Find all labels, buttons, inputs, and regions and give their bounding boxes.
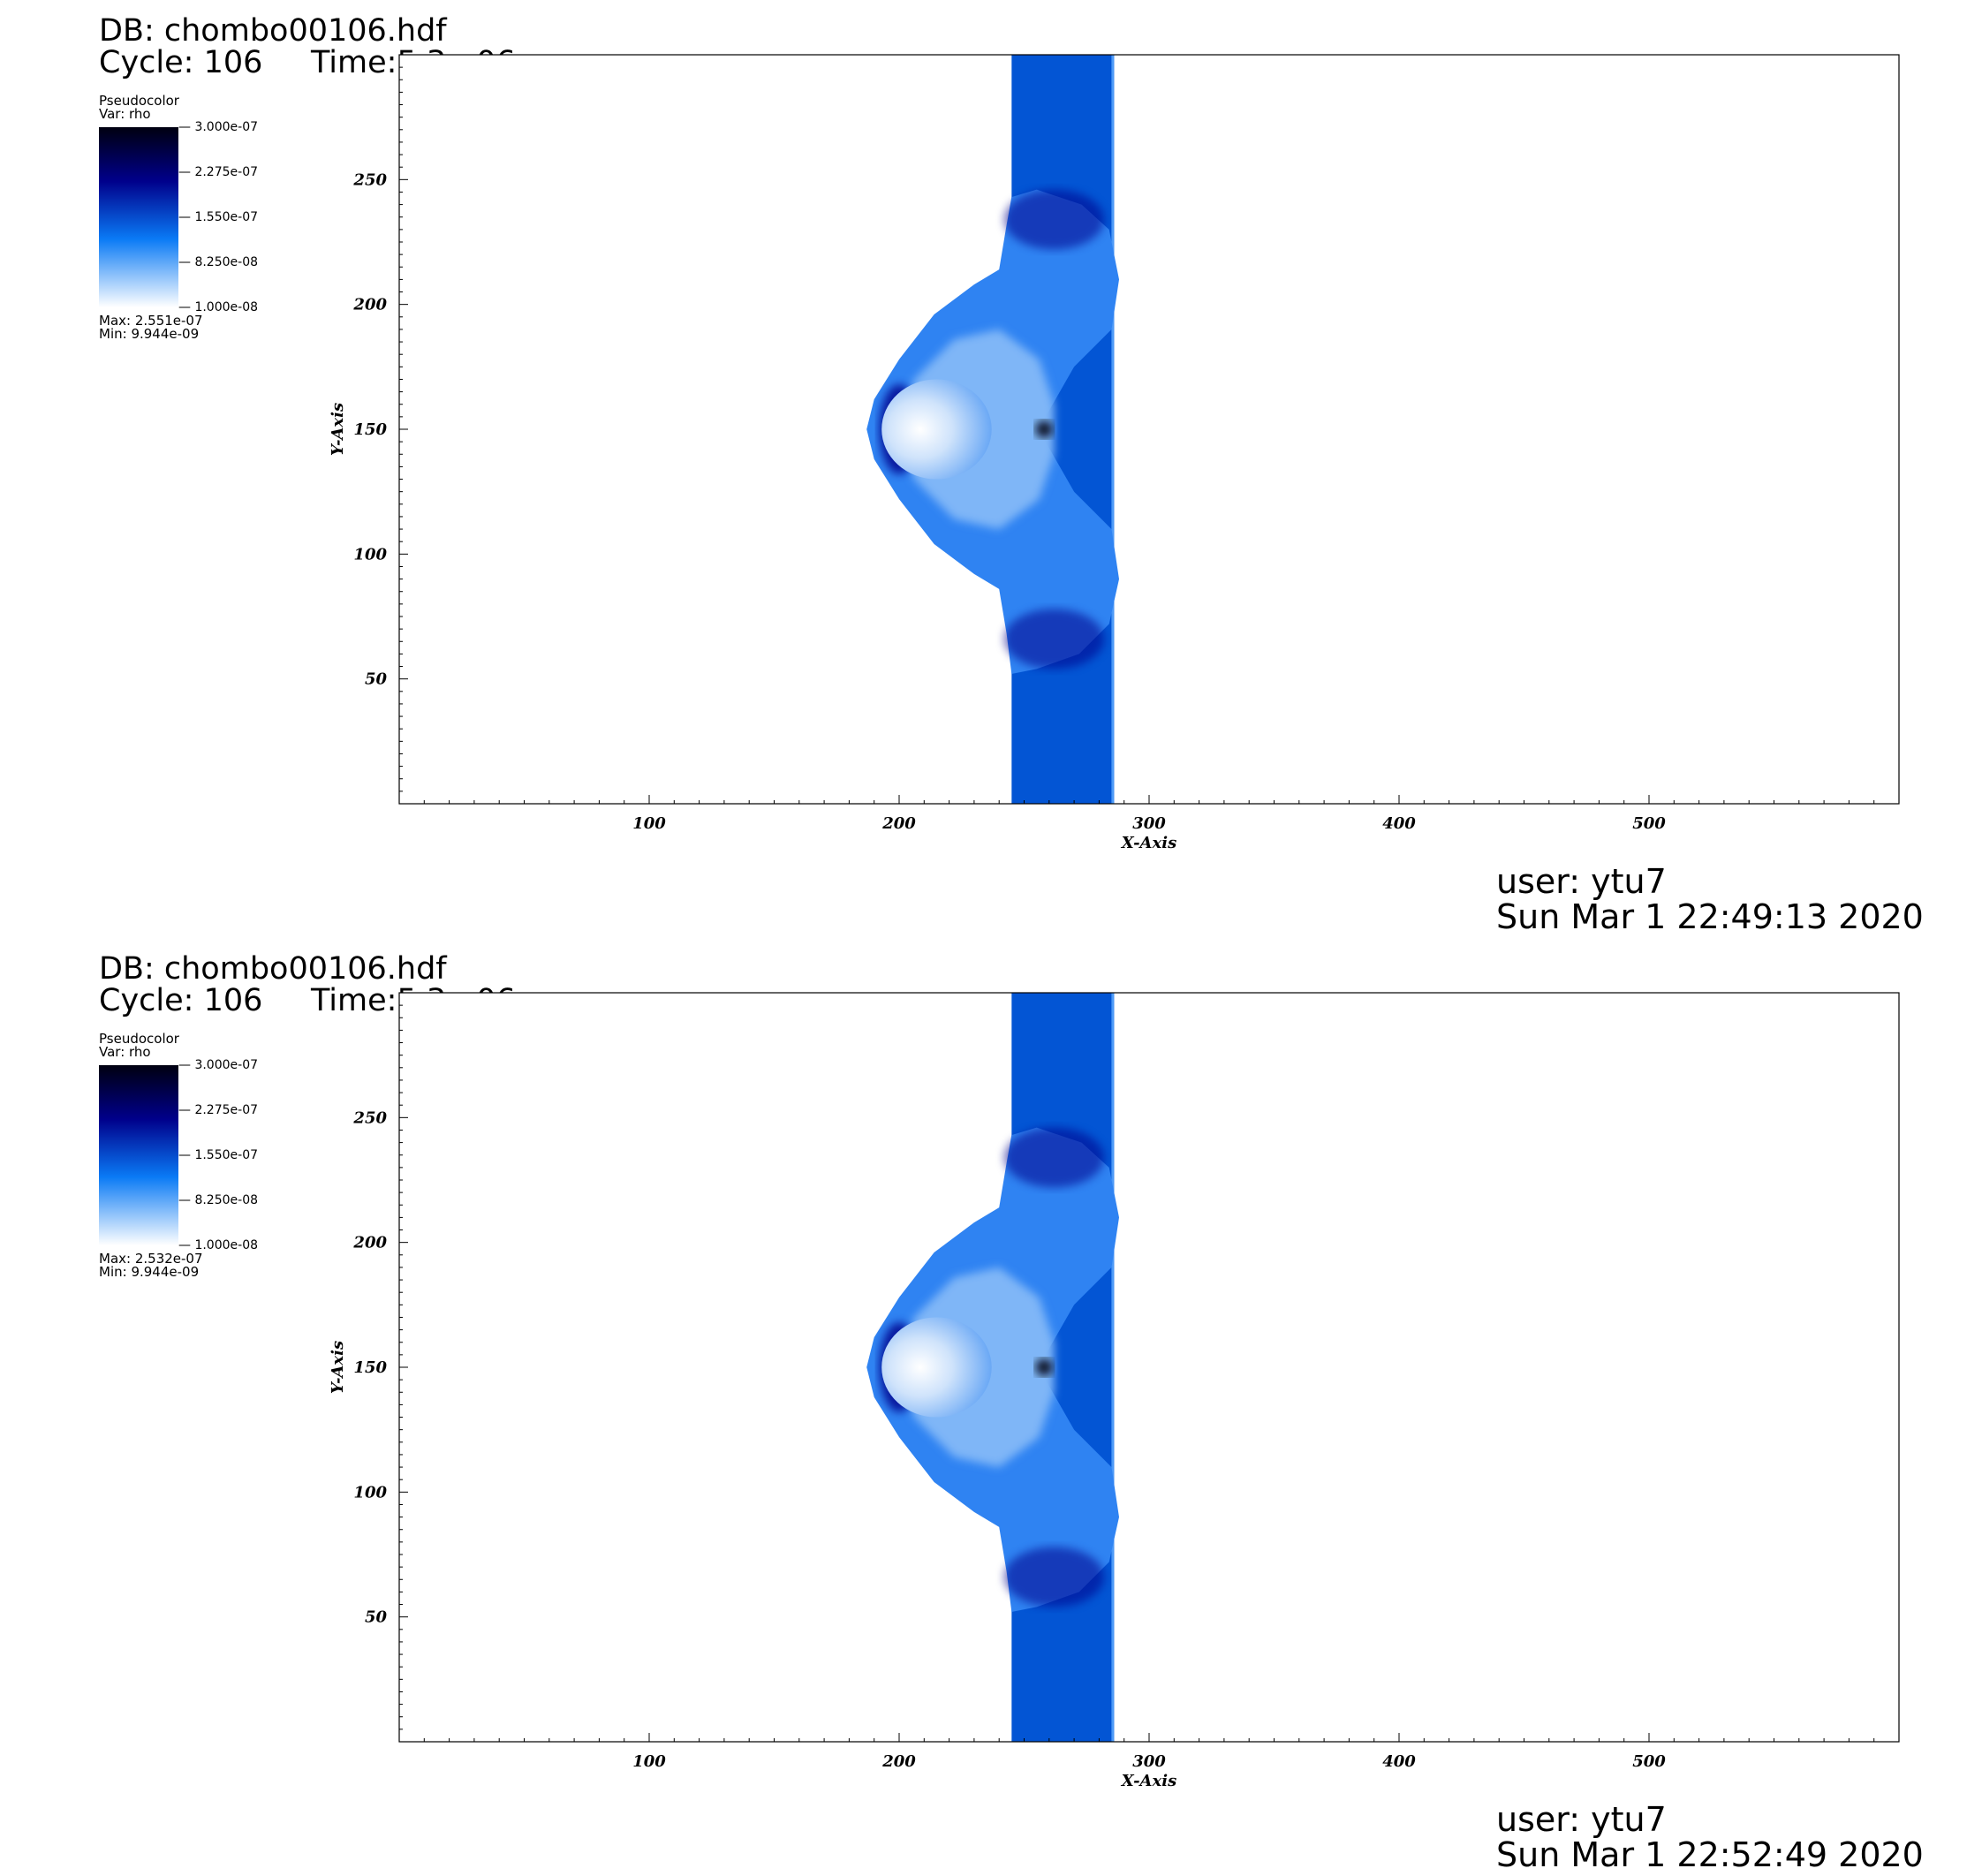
y-axis-label: Y-Axis [329, 403, 347, 456]
bubble-centre [881, 1317, 992, 1418]
y-axis-label: Y-Axis [329, 1341, 347, 1394]
y-tick-label: 100 [353, 545, 387, 564]
legend-type: Pseudocolor [99, 1031, 179, 1047]
legend-max: Max: 2.551e-07 [99, 313, 203, 329]
plot-panel-2: DB: chombo00106.hdf Cycle: 106 Time:5.3e… [0, 938, 1982, 1876]
colorbar-tick: — 3.000e-07 [178, 120, 259, 134]
slab-edge [1111, 993, 1115, 1742]
y-tick-label: 200 [352, 1234, 387, 1252]
db-label: DB: chombo00106.hdf [99, 951, 447, 987]
x-tick-label: 100 [632, 814, 666, 833]
dense-knot [1035, 420, 1054, 438]
colorbar [99, 1065, 178, 1245]
x-tick-label: 500 [1632, 814, 1666, 833]
colorbar-tick: — 2.275e-07 [178, 165, 259, 179]
x-tick-label: 300 [1132, 1752, 1166, 1771]
x-tick-label: 200 [881, 814, 916, 833]
dense-lobe [1003, 609, 1105, 669]
y-tick-label: 50 [365, 670, 388, 689]
plot-panel-1: DB: chombo00106.hdf Cycle: 106 Time:5.3e… [99, 13, 1924, 936]
dense-knot [1035, 1358, 1054, 1376]
heatmap-plot: 100 200 300 400 500 50 100 150 200 250 X-Axis Y-Axi… [329, 992, 1900, 1790]
cycle-label: Cycle: 106 [99, 983, 263, 1018]
plot-area [399, 55, 1899, 804]
bubble-centre [881, 379, 992, 480]
x-tick-label: 200 [881, 1752, 916, 1771]
x-axis-label: X-Axis [1121, 1772, 1176, 1790]
colorbar-tick: — 1.550e-07 [178, 1148, 259, 1162]
colorbar-tick: — 8.250e-08 [178, 255, 259, 269]
x-tick-label: 400 [1382, 814, 1416, 833]
legend-max: Max: 2.532e-07 [99, 1251, 203, 1267]
user-label: user: ytu7 [1496, 862, 1667, 901]
user-label: user: ytu7 [1496, 1800, 1667, 1839]
y-tick-label: 200 [352, 296, 387, 314]
heatmap-plot: 100 200 300 400 500 50 100 150 200 250 X-Axis Y-Axi… [329, 54, 1900, 852]
date-label: Sun Mar 1 22:52:49 2020 [1496, 1835, 1924, 1874]
dense-lobe [1003, 189, 1105, 250]
colorbar [99, 127, 178, 307]
x-tick-label: 500 [1632, 1752, 1666, 1771]
colorbar-tick: — 1.000e-08 [178, 300, 259, 314]
y-tick-label: 100 [353, 1483, 387, 1502]
x-axis-label: X-Axis [1121, 834, 1176, 852]
x-tick-label: 100 [632, 1752, 666, 1771]
legend-type: Pseudocolor [99, 93, 179, 109]
x-tick-label: 400 [1382, 1752, 1416, 1771]
legend-var: Var: rho [99, 1044, 151, 1060]
x-tick-label: 300 [1132, 814, 1166, 833]
y-tick-label: 250 [352, 1108, 387, 1127]
dense-lobe [1003, 1127, 1105, 1188]
legend-min: Min: 9.944e-09 [99, 326, 200, 342]
colorbar-tick: — 2.275e-07 [178, 1103, 259, 1117]
colorbar-tick: — 8.250e-08 [178, 1193, 259, 1207]
legend-min: Min: 9.944e-09 [99, 1264, 200, 1280]
colorbar-tick: — 1.550e-07 [178, 210, 259, 224]
colorbar-tick: — 3.000e-07 [178, 1058, 259, 1072]
legend-var: Var: rho [99, 106, 151, 122]
plot-area [399, 993, 1899, 1742]
y-tick-label: 50 [365, 1608, 388, 1627]
y-tick-label: 250 [352, 170, 387, 189]
colorbar-tick: — 1.000e-08 [178, 1238, 259, 1252]
db-label: DB: chombo00106.hdf [99, 13, 447, 49]
cycle-label: Cycle: 106 [99, 45, 263, 80]
dense-lobe [1003, 1547, 1105, 1607]
y-tick-label: 150 [353, 1358, 387, 1377]
y-tick-label: 150 [353, 420, 387, 439]
date-label: Sun Mar 1 22:49:13 2020 [1496, 897, 1924, 936]
slab-edge [1111, 55, 1115, 804]
